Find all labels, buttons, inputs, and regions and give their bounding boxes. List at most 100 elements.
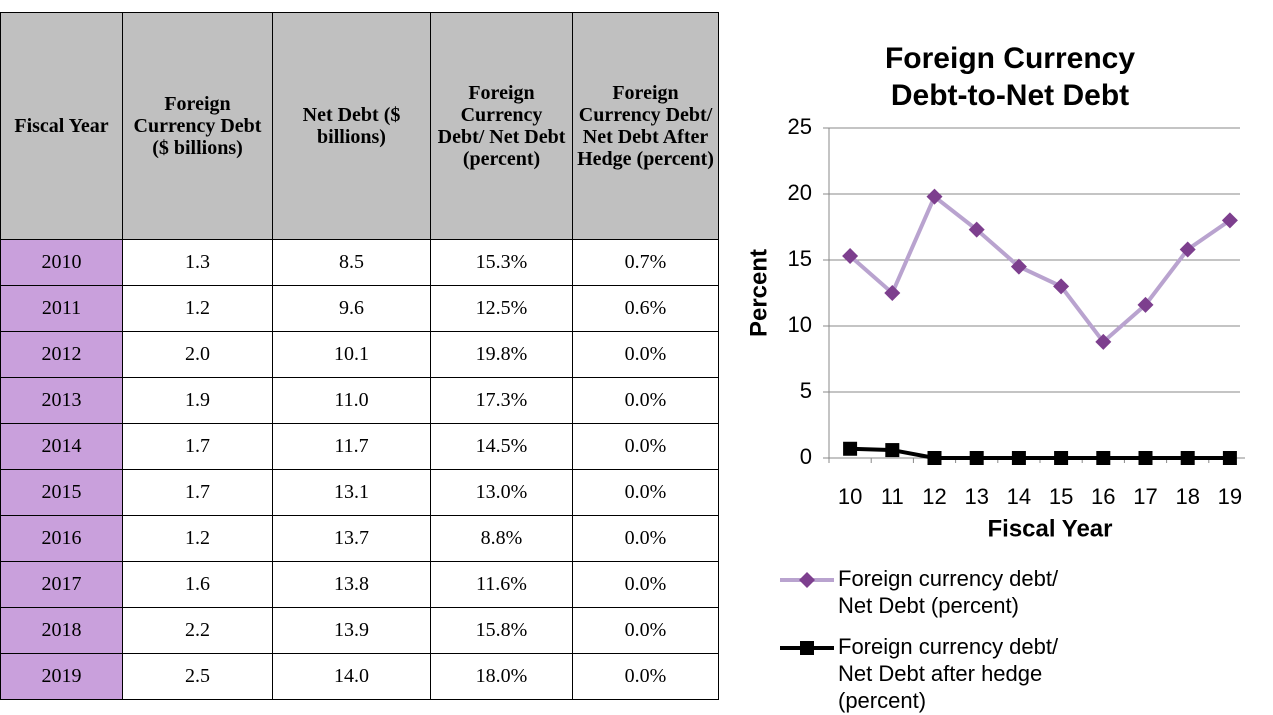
x-tick-label: 18 [1175, 484, 1199, 509]
x-tick-label: 13 [964, 484, 988, 509]
legend-label: Foreign currency debt/ Net Debt (percent… [838, 566, 1059, 618]
table-cell: 2.2 [122, 607, 273, 654]
table-row: 2011 1.2 9.6 12.5% 0.6% [0, 285, 719, 332]
table-row: 2015 1.7 13.1 13.0% 0.0% [0, 469, 719, 516]
table-cell: 2019 [0, 653, 123, 700]
table-cell: 1.7 [122, 423, 273, 470]
marker [1096, 451, 1111, 465]
table-cell: 18.0% [430, 653, 573, 700]
table-cell: 2015 [0, 469, 123, 516]
table-cell: 1.9 [122, 377, 273, 424]
legend-label: Foreign currency debt/ Net Debt after he… [838, 634, 1059, 713]
table-cell: 0.0% [572, 331, 719, 378]
y-tick-label: 15 [788, 246, 812, 271]
table-cell: 13.9 [272, 607, 431, 654]
table-cell: 0.0% [572, 607, 719, 654]
marker [885, 443, 900, 458]
table-cell: 2010 [0, 239, 123, 286]
table-cell: 2012 [0, 331, 123, 378]
y-tick-label: 20 [788, 180, 812, 205]
chart-title: Foreign Currency [885, 42, 1135, 75]
table-row: 2010 1.3 8.5 15.3% 0.7% [0, 239, 719, 286]
marker [1221, 212, 1238, 229]
table-cell: 2018 [0, 607, 123, 654]
table-cell: 2.0 [122, 331, 273, 378]
x-tick-label: 16 [1091, 484, 1115, 509]
table-cell: 17.3% [430, 377, 573, 424]
table-cell: 0.0% [572, 377, 719, 424]
y-axis-label: Percent [745, 249, 772, 337]
table-cell: 8.5 [272, 239, 431, 286]
table-cell: 1.6 [122, 561, 273, 608]
table-cell: 0.0% [572, 653, 719, 700]
x-tick-label: 10 [838, 484, 862, 509]
marker [884, 285, 901, 301]
series-line [848, 193, 1232, 345]
marker [843, 441, 858, 456]
table-cell: 2016 [0, 515, 123, 562]
marker [1010, 258, 1027, 275]
x-tick-label: 12 [922, 484, 946, 509]
marker [1180, 451, 1195, 465]
y-tick-label: 10 [788, 312, 812, 337]
table-cell: 2017 [0, 561, 123, 608]
marker [1053, 278, 1070, 295]
table-row: 2018 2.2 13.9 15.8% 0.0% [0, 607, 719, 654]
x-tick-label: 17 [1133, 484, 1157, 509]
table-cell: 0.7% [572, 239, 719, 286]
x-tick-label: 14 [1007, 484, 1031, 509]
x-tick-label: 19 [1218, 484, 1242, 509]
marker [1011, 451, 1026, 465]
marker [1095, 333, 1112, 350]
header-cell: Foreign Currency Debt/ Net Debt (percent… [430, 12, 573, 240]
marker [1137, 296, 1154, 313]
marker [1179, 241, 1196, 258]
marker [927, 451, 942, 465]
table-cell: 2013 [0, 377, 123, 424]
table-cell: 12.5% [430, 285, 573, 332]
marker [926, 188, 943, 205]
table-cell: 2.5 [122, 653, 273, 700]
table-cell: 11.0 [272, 377, 431, 424]
table-row: 2019 2.5 14.0 18.0% 0.0% [0, 653, 719, 700]
table-row: 2012 2.0 10.1 19.8% 0.0% [0, 331, 719, 378]
marker [1222, 451, 1237, 465]
header-cell: Fiscal Year [0, 12, 123, 240]
marker [969, 451, 984, 465]
table-cell: 1.3 [122, 239, 273, 286]
table-cell: 0.0% [572, 515, 719, 562]
table-row: 2013 1.9 11.0 17.3% 0.0% [0, 377, 719, 424]
table-row: 2017 1.6 13.8 11.6% 0.0% [0, 561, 719, 608]
marker [968, 221, 985, 238]
table-cell: 1.7 [122, 469, 273, 516]
table-body: 2010 1.3 8.5 15.3% 0.7% 2011 1.2 9.6 12.5% 0.6% 20… [0, 239, 719, 700]
table-cell: 2011 [0, 285, 123, 332]
table-cell: 14.0 [272, 653, 431, 700]
table-row: 2014 1.7 11.7 14.5% 0.0% [0, 423, 719, 470]
table-cell: 11.7 [272, 423, 431, 470]
table-cell: 0.6% [572, 285, 719, 332]
table-cell: 15.3% [430, 239, 573, 286]
marker [799, 572, 815, 588]
marker [1138, 451, 1153, 465]
table-cell: 0.0% [572, 469, 719, 516]
y-tick-label: 0 [800, 444, 812, 469]
marker [1054, 451, 1069, 465]
data-table: Fiscal Year Foreign Currency Debt ($ bill… [0, 12, 719, 700]
header-cell: Net Debt ($ billions) [272, 12, 431, 240]
series-line [850, 446, 1230, 460]
header-cell: Foreign Currency Debt/ Net Debt After He… [572, 12, 719, 240]
x-axis-label: Fiscal Year [988, 515, 1113, 542]
marker [842, 248, 859, 265]
marker [800, 641, 814, 655]
table-cell: 13.8 [272, 561, 431, 608]
table-cell: 1.2 [122, 515, 273, 562]
y-tick-label: 5 [800, 378, 812, 403]
chart-title: Debt-to-Net Debt [891, 79, 1129, 112]
header-row: Fiscal Year Foreign Currency Debt ($ bill… [0, 12, 719, 240]
x-tick-label: 15 [1049, 484, 1073, 509]
x-tick-label: 11 [881, 484, 904, 509]
y-tick-label: 25 [788, 114, 812, 139]
